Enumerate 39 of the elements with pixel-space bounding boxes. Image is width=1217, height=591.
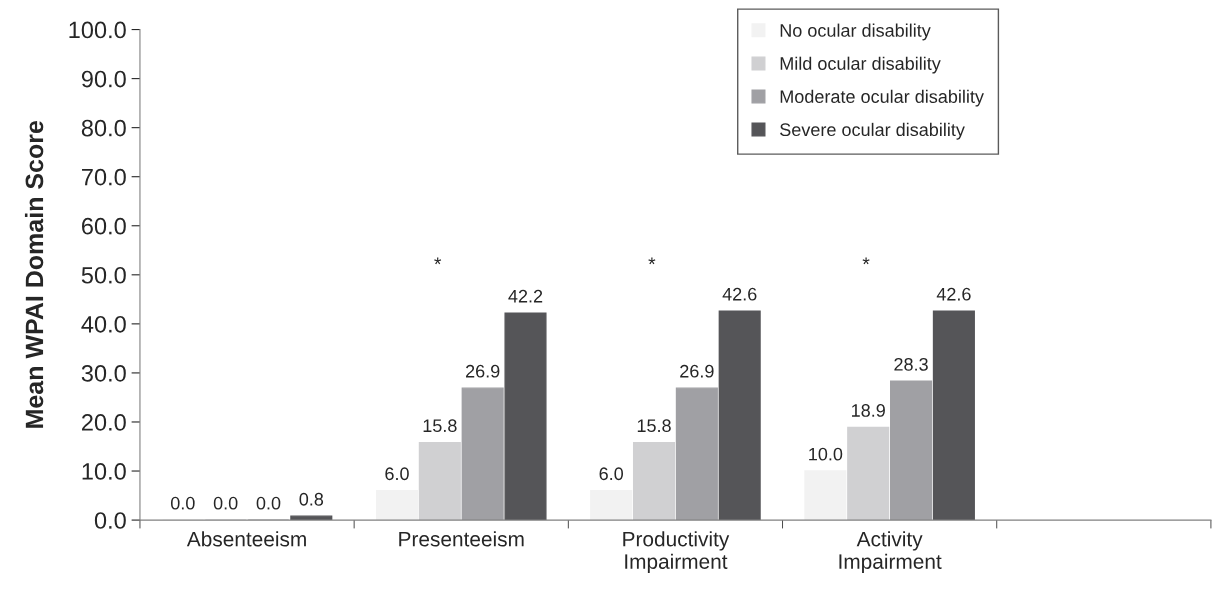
y-tick-label: 50.0: [81, 266, 126, 284]
legend-label: Mild ocular disability: [780, 56, 941, 74]
annotation: *: [862, 257, 870, 265]
x-tick-label: Productivity Impairment: [623, 531, 730, 574]
data-label: 18.9: [852, 404, 885, 417]
data-label: 42.6: [936, 287, 971, 301]
data-label: 6.0: [599, 467, 624, 481]
x-tick-label: Presenteeism: [399, 531, 524, 547]
y-tick-label: 10.0: [82, 463, 126, 480]
y-tick-label: 100.0: [69, 21, 126, 39]
y-tick-label: 60.0: [82, 217, 126, 235]
legend-label: Moderate ocular disability: [780, 89, 984, 107]
x-tick-label: Activity Impairment: [839, 531, 942, 574]
legend-label: Severe ocular disability: [780, 122, 965, 140]
data-label: 15.8: [637, 419, 671, 433]
data-label: 10.0: [809, 447, 843, 461]
y-tick-label: 30.0: [81, 364, 126, 382]
x-tick-label: Absenteeism: [186, 531, 306, 547]
data-label: 42.6: [722, 287, 757, 301]
data-label: 15.8: [423, 419, 457, 433]
y-tick-label: 20.0: [82, 414, 126, 431]
y-tick-label: 40.0: [81, 315, 126, 333]
data-label: 6.0: [385, 467, 409, 481]
annotation: *: [648, 257, 656, 265]
y-axis-title: Mean WPAI Domain Score: [24, 121, 44, 428]
data-label: 0.8: [299, 492, 324, 506]
data-label: 0.0: [170, 496, 195, 510]
data-label: 26.9: [466, 364, 500, 378]
data-label: 42.2: [508, 289, 543, 303]
data-label: 26.9: [680, 364, 714, 378]
y-tick-label: 80.0: [81, 119, 126, 137]
data-label: 28.3: [894, 357, 928, 371]
y-tick-label: 0.0: [94, 512, 126, 529]
annotation: *: [434, 257, 442, 265]
y-tick-label: 90.0: [81, 70, 126, 88]
data-label: 0.0: [256, 496, 281, 510]
data-label: 0.0: [213, 496, 238, 510]
y-tick-label: 70.0: [82, 168, 126, 186]
legend-label: No ocular disability: [780, 23, 931, 41]
